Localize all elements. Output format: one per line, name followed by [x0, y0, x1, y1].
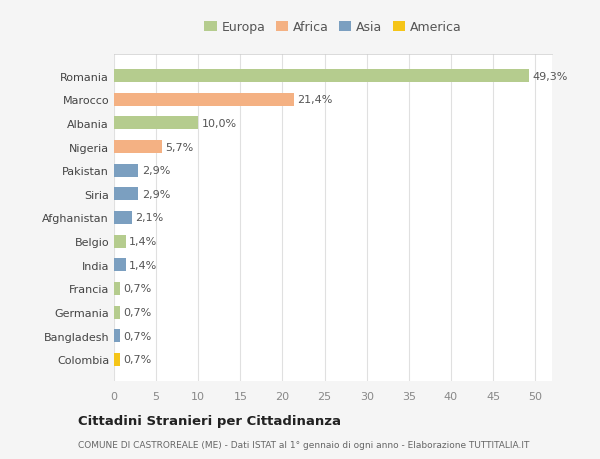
Bar: [114, 70, 529, 83]
Bar: [114, 330, 120, 342]
Text: 0,7%: 0,7%: [123, 355, 152, 364]
Text: 0,7%: 0,7%: [123, 308, 152, 318]
Bar: [114, 188, 139, 201]
Text: 2,9%: 2,9%: [142, 166, 170, 176]
Text: COMUNE DI CASTROREALE (ME) - Dati ISTAT al 1° gennaio di ogni anno - Elaborazion: COMUNE DI CASTROREALE (ME) - Dati ISTAT …: [78, 441, 529, 449]
Text: 5,7%: 5,7%: [166, 142, 194, 152]
Text: 0,7%: 0,7%: [123, 284, 152, 294]
Bar: [114, 353, 120, 366]
Bar: [114, 235, 126, 248]
Text: Cittadini Stranieri per Cittadinanza: Cittadini Stranieri per Cittadinanza: [78, 414, 341, 428]
Text: 10,0%: 10,0%: [202, 118, 237, 129]
Bar: [114, 141, 162, 154]
Text: 1,4%: 1,4%: [129, 260, 157, 270]
Text: 49,3%: 49,3%: [533, 72, 568, 81]
Legend: Europa, Africa, Asia, America: Europa, Africa, Asia, America: [202, 19, 464, 37]
Text: 2,1%: 2,1%: [135, 213, 163, 223]
Bar: [114, 282, 120, 295]
Text: 21,4%: 21,4%: [298, 95, 333, 105]
Bar: [114, 164, 139, 177]
Bar: [114, 212, 131, 224]
Bar: [114, 117, 198, 130]
Text: 0,7%: 0,7%: [123, 331, 152, 341]
Bar: [114, 94, 294, 106]
Text: 1,4%: 1,4%: [129, 237, 157, 246]
Bar: [114, 306, 120, 319]
Bar: [114, 259, 126, 272]
Text: 2,9%: 2,9%: [142, 190, 170, 199]
